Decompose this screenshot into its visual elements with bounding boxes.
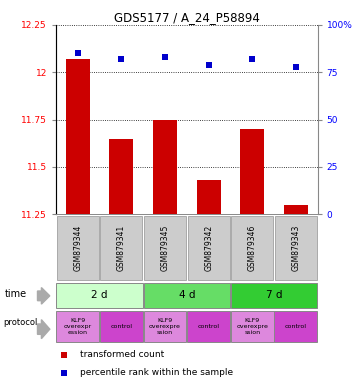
Bar bbox=[284, 205, 308, 214]
Point bbox=[61, 370, 67, 376]
Bar bbox=[144, 216, 186, 280]
Text: protocol: protocol bbox=[3, 318, 37, 328]
Text: percentile rank within the sample: percentile rank within the sample bbox=[79, 368, 232, 377]
Bar bbox=[56, 311, 99, 342]
Bar bbox=[188, 216, 230, 280]
Bar bbox=[187, 311, 230, 342]
Point bbox=[75, 50, 81, 56]
Point bbox=[249, 56, 255, 62]
Text: 7 d: 7 d bbox=[266, 290, 282, 300]
Text: transformed count: transformed count bbox=[79, 351, 164, 359]
Text: 2 d: 2 d bbox=[91, 290, 108, 300]
Bar bbox=[66, 59, 90, 214]
Bar bbox=[274, 311, 317, 342]
Text: control: control bbox=[197, 324, 219, 329]
Bar bbox=[231, 311, 274, 342]
Bar bbox=[231, 283, 317, 308]
Text: GSM879345: GSM879345 bbox=[161, 225, 170, 271]
Text: KLF9
overexpre
ssion: KLF9 overexpre ssion bbox=[236, 318, 268, 335]
Text: control: control bbox=[110, 324, 132, 329]
Bar bbox=[144, 311, 186, 342]
Text: time: time bbox=[4, 289, 27, 299]
Bar bbox=[100, 216, 142, 280]
Bar bbox=[153, 119, 177, 214]
Bar bbox=[275, 216, 317, 280]
FancyArrow shape bbox=[38, 288, 50, 304]
Bar bbox=[231, 216, 273, 280]
Bar bbox=[109, 139, 133, 214]
Title: GDS5177 / A_24_P58894: GDS5177 / A_24_P58894 bbox=[114, 11, 260, 24]
Point bbox=[162, 54, 168, 60]
FancyArrow shape bbox=[38, 319, 50, 339]
Text: GSM879344: GSM879344 bbox=[73, 225, 82, 271]
Text: 4 d: 4 d bbox=[179, 290, 195, 300]
Text: GSM879343: GSM879343 bbox=[291, 225, 300, 271]
Point bbox=[118, 56, 124, 62]
Point bbox=[61, 352, 67, 358]
Point bbox=[206, 62, 212, 68]
Text: GSM879342: GSM879342 bbox=[204, 225, 213, 271]
Bar bbox=[197, 180, 221, 214]
Bar bbox=[56, 283, 143, 308]
Text: KLF9
overexpr
ession: KLF9 overexpr ession bbox=[64, 318, 92, 335]
Text: GSM879341: GSM879341 bbox=[117, 225, 126, 271]
Point bbox=[293, 63, 299, 70]
Bar bbox=[57, 216, 99, 280]
Bar bbox=[240, 129, 264, 214]
Text: KLF9
overexpre
ssion: KLF9 overexpre ssion bbox=[149, 318, 181, 335]
Text: GSM879346: GSM879346 bbox=[248, 225, 257, 271]
Bar bbox=[100, 311, 143, 342]
Bar bbox=[144, 283, 230, 308]
Text: control: control bbox=[285, 324, 307, 329]
